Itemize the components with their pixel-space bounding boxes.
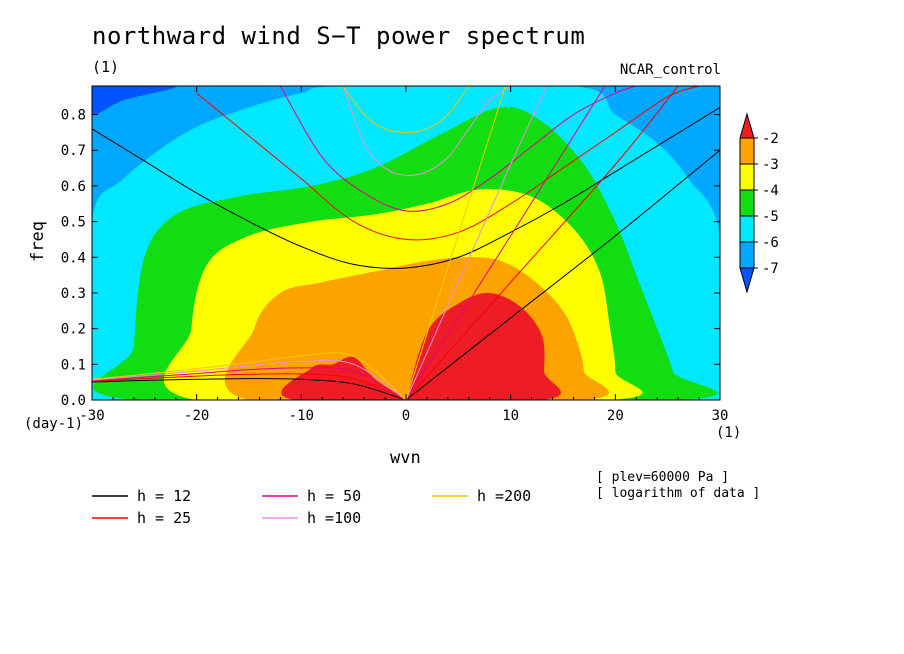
y-tick-label-5: 0.5 [61,215,86,231]
legend-label-4: h =200 [477,487,531,505]
colorbar-segment-3 [739,189,755,217]
colorbar-extend-bottom [739,267,755,294]
contour-fills [92,86,720,400]
y-tick-label-4: 0.4 [61,250,86,266]
chart-subtitle-left: (1) [92,58,120,76]
legend-label-0: h = 12 [137,487,191,505]
dispersion-curve-8 [342,86,511,176]
dispersion-curve-2 [92,367,407,400]
colorbar-label-1: -3 [762,157,779,173]
colorbar-segment-5 [739,241,755,269]
y-tick-label-7: 0.7 [61,143,86,159]
x-axis-unit: (1) [716,425,742,441]
dispersion-curve-1 [92,373,407,400]
dispersion-curve-6 [196,86,700,241]
dispersion-curve-3 [92,359,407,400]
dispersion-curve-13 [405,86,548,400]
dispersion-curve-14 [405,86,506,400]
y-axis-label: freq [28,221,48,262]
x-axis-label: wvn [390,448,421,468]
colorbar-segment-1 [739,137,755,165]
y-tick-label-8: 0.8 [61,108,86,124]
contour-region-5 [92,86,176,115]
note-logarithm: [ logarithm of data ] [596,486,761,501]
dispersion-curve-9 [342,86,470,133]
dispersion-curve-5 [92,106,720,269]
colorbar-extend-top [739,112,755,139]
x-tick-label-6: 30 [712,408,729,424]
y-tick-label-6: 0.6 [61,179,86,195]
x-tick-label-5: 20 [607,408,624,424]
x-tick-label-0: -30 [79,408,104,424]
colorbar-segment-2 [739,163,755,191]
x-tick-label-4: 10 [502,408,519,424]
dispersion-curve-0 [92,378,407,400]
x-tick-label-3: 0 [402,408,410,424]
dispersion-curve-10 [405,149,720,400]
dispersion-curve-11 [405,86,679,400]
colorbar-label-3: -5 [762,209,779,225]
contour-region-0 [281,292,561,400]
colorbar-label-4: -6 [762,235,779,251]
y-axis-unit: (day-1) [24,416,84,432]
x-tick-label-2: -10 [289,408,314,424]
dispersion-curve-12 [405,86,606,400]
colorbar-label-5: -7 [762,261,779,277]
chart-subtitle-right: NCAR_control [619,62,721,78]
chart-title: northward wind S−T power spectrum [92,22,586,50]
legend-label-2: h = 50 [307,487,361,505]
colorbar-label-0: -2 [762,131,779,147]
dispersion-curves [92,86,720,400]
dispersion-curve-4 [92,352,407,400]
y-tick-label-0: 0.0 [61,393,86,409]
y-tick-label-1: 0.1 [61,357,86,373]
legend-label-3: h =100 [307,509,361,527]
legend-label-1: h = 25 [137,509,191,527]
colorbar-segment-4 [739,215,755,243]
note-plev: [ plev=60000 Pa ] [596,470,730,485]
y-tick-label-3: 0.3 [61,286,86,302]
x-tick-label-1: -20 [184,408,209,424]
colorbar-label-2: -4 [762,183,779,199]
y-tick-label-2: 0.2 [61,322,86,338]
